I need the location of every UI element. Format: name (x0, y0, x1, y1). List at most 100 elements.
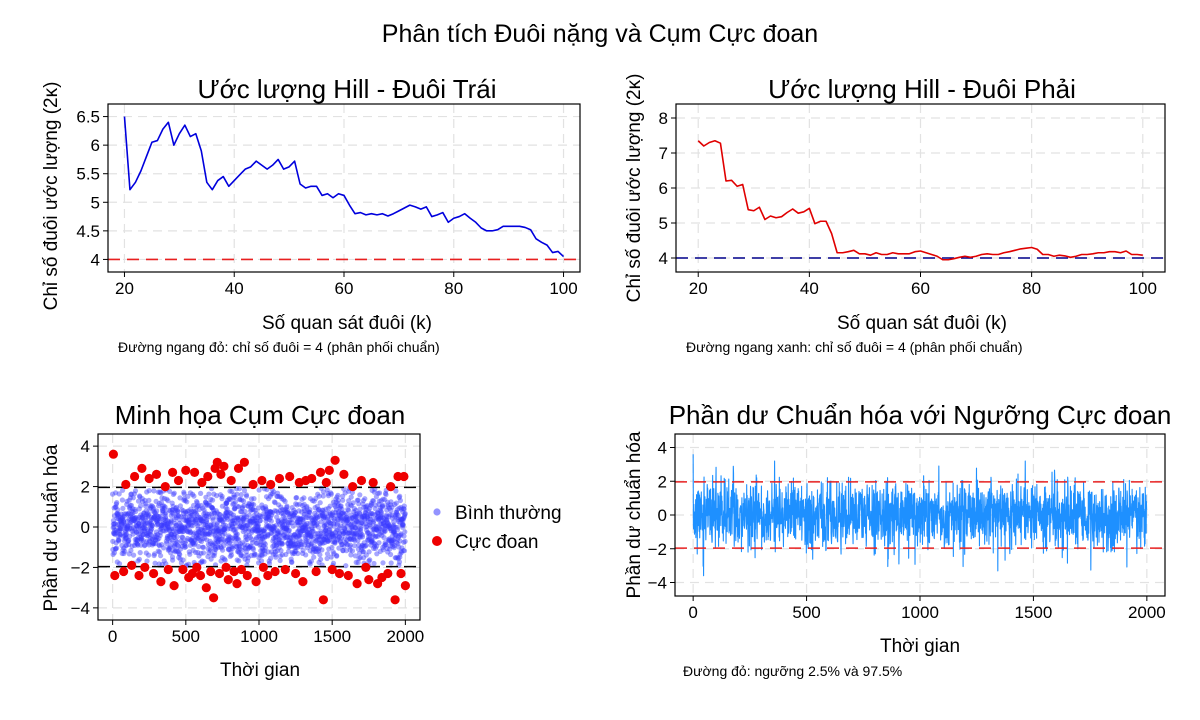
normal-point (263, 518, 269, 524)
normal-point (207, 531, 213, 538)
normal-point (356, 555, 362, 562)
normal-point (362, 509, 368, 515)
extreme-point (400, 581, 410, 591)
normal-point (117, 524, 123, 530)
normal-point (299, 502, 306, 509)
extreme-point (156, 577, 166, 587)
normal-point (373, 524, 379, 530)
normal-point (110, 538, 116, 545)
normal-point (145, 520, 151, 526)
normal-point (387, 543, 393, 549)
normal-point (122, 528, 128, 534)
normal-point (203, 521, 209, 528)
normal-point (342, 526, 348, 532)
normal-point (328, 521, 334, 527)
normal-point (249, 529, 255, 535)
normal-point (310, 547, 316, 553)
normal-point (165, 523, 171, 530)
normal-point (383, 542, 389, 548)
normal-point (212, 540, 218, 547)
normal-point (121, 545, 127, 551)
normal-point (176, 517, 182, 523)
normal-point (198, 490, 204, 496)
normal-point (147, 536, 153, 542)
normal-point (387, 537, 393, 544)
normal-point (150, 508, 156, 514)
normal-point (314, 534, 320, 540)
normal-point (259, 552, 265, 558)
normal-point (143, 512, 149, 518)
normal-point (189, 512, 195, 518)
extreme-point (192, 562, 202, 573)
normal-point (271, 525, 277, 531)
normal-point (267, 524, 273, 531)
hill-left-xtick-label: 40 (225, 279, 244, 298)
normal-point (270, 543, 276, 550)
normal-point (351, 535, 357, 541)
normal-point (331, 534, 337, 541)
normal-point (373, 494, 379, 500)
extreme-point (219, 461, 229, 471)
normal-point (161, 503, 167, 509)
normal-point (235, 548, 242, 554)
normal-point (302, 535, 308, 541)
normal-point (330, 560, 337, 566)
normal-point (181, 514, 187, 520)
normal-point (231, 520, 237, 527)
normal-point (148, 527, 154, 533)
normal-point (194, 498, 200, 505)
normal-point (226, 546, 232, 552)
normal-point (322, 539, 328, 546)
normal-point (284, 507, 290, 513)
normal-point (182, 509, 189, 515)
normal-point (220, 514, 226, 520)
normal-point (147, 503, 153, 509)
normal-point (179, 534, 185, 540)
normal-point (140, 519, 147, 525)
normal-point (219, 536, 225, 542)
normal-point (123, 535, 129, 542)
normal-point (174, 522, 180, 528)
normal-point (146, 497, 152, 503)
normal-point (371, 489, 377, 495)
extreme-point (203, 471, 213, 482)
normal-point (256, 560, 262, 566)
normal-point (179, 525, 186, 531)
normal-point (111, 521, 117, 527)
normal-point (234, 491, 240, 497)
normal-point (169, 531, 175, 538)
extreme-point (209, 593, 219, 603)
normal-point (351, 506, 357, 512)
normal-point (328, 490, 334, 496)
normal-point (380, 496, 386, 502)
normal-point (111, 530, 117, 537)
normal-point (323, 534, 329, 540)
normal-point (392, 514, 398, 520)
normal-point (201, 559, 207, 565)
normal-point (132, 506, 138, 512)
normal-point (310, 549, 316, 555)
normal-point (394, 539, 400, 546)
normal-point (284, 503, 290, 509)
normal-point (126, 542, 132, 548)
normal-point (126, 511, 132, 517)
normal-point (128, 514, 134, 520)
normal-point (376, 501, 382, 507)
extreme-point (285, 471, 295, 482)
normal-point (161, 545, 167, 551)
normal-point (162, 517, 168, 524)
clusters-ytick-label: 0 (81, 518, 90, 537)
normal-point (199, 518, 205, 524)
normal-point (378, 509, 384, 515)
normal-point (353, 530, 359, 536)
normal-point (287, 517, 293, 523)
normal-point (355, 519, 362, 525)
normal-point (142, 497, 148, 504)
normal-point (250, 546, 256, 553)
normal-point (225, 509, 231, 515)
normal-point (125, 523, 131, 529)
normal-point (215, 528, 222, 534)
normal-point (394, 515, 400, 521)
normal-point (374, 510, 380, 516)
